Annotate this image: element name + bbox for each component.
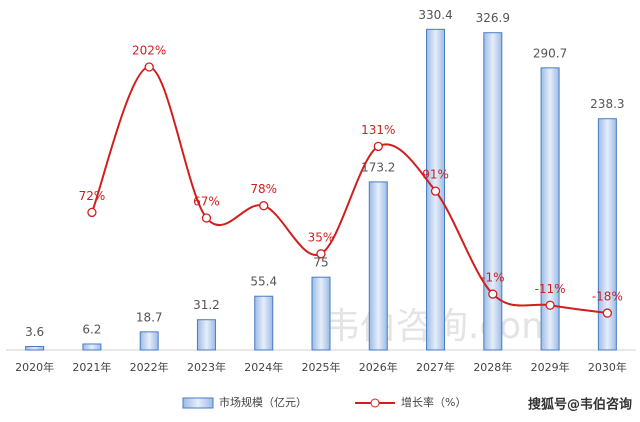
bar-value-label: 6.2: [82, 322, 101, 336]
bar-value-label: 330.4: [418, 8, 452, 22]
x-tick-label: 2021年: [72, 360, 111, 374]
line-value-label: 67%: [193, 195, 220, 209]
bar-value-label: 18.7: [136, 310, 163, 324]
line-value-label: -18%: [592, 290, 623, 304]
line-value-label: -1%: [481, 271, 504, 285]
bar-value-label: 326.9: [476, 11, 510, 25]
bar: [368, 181, 388, 351]
line-value-label: -11%: [535, 282, 566, 296]
bar: [597, 118, 617, 351]
line-value-label: 35%: [308, 230, 335, 244]
legend-swatch: [370, 398, 380, 408]
legend-label: 市场规模（亿元）: [219, 395, 307, 409]
bar-value-label: 75: [313, 256, 328, 270]
legend-label: 增长率（%）: [401, 395, 466, 409]
bar-value-label: 55.4: [250, 275, 277, 289]
line-marker: [602, 308, 613, 318]
growth-line: [90, 65, 608, 315]
bar-value-label: 238.3: [590, 97, 624, 111]
bar-value-label: 3.6: [25, 325, 44, 339]
bar-value-label: 31.2: [193, 298, 220, 312]
line-value-label: 72%: [79, 189, 106, 203]
x-tick-label: 2026年: [359, 360, 398, 374]
x-tick-label: 2024年: [244, 360, 283, 374]
bar: [483, 32, 503, 351]
x-tick-label: 2030年: [588, 360, 627, 374]
line-value-label: 78%: [250, 182, 277, 196]
bar: [82, 343, 102, 351]
bar: [254, 295, 274, 351]
line-marker: [373, 141, 383, 152]
x-tick-label: 2028年: [473, 360, 512, 374]
line-marker: [87, 207, 97, 218]
x-tick-label: 2025年: [302, 360, 341, 374]
line-marker: [430, 186, 441, 196]
bar-value-label: 290.7: [533, 46, 567, 60]
bar: [139, 331, 159, 351]
line-marker: [316, 249, 326, 259]
source: 搜狐号@韦伯咨询: [528, 397, 632, 413]
bar: [540, 67, 560, 351]
line-marker: [488, 289, 498, 299]
line-value-label: 91%: [422, 168, 449, 182]
line-marker: [545, 300, 555, 310]
x-tick-label: 2022年: [130, 360, 169, 374]
legend-swatch: [182, 397, 214, 409]
x-tick-label: 2027年: [416, 360, 455, 374]
bar: [311, 276, 331, 351]
x-tick-label: 2023年: [187, 360, 226, 374]
line-value-label: 202%: [132, 43, 166, 57]
line-value-label: 131%: [361, 123, 395, 137]
line-marker: [144, 62, 154, 72]
x-tick-label: 2029年: [531, 360, 570, 374]
line-marker: [259, 201, 269, 211]
x-tick-label: 2020年: [15, 360, 54, 374]
bar-value-label: 173.2: [361, 160, 395, 174]
bar: [196, 319, 216, 351]
line-marker: [201, 213, 212, 223]
bar: [25, 346, 45, 351]
